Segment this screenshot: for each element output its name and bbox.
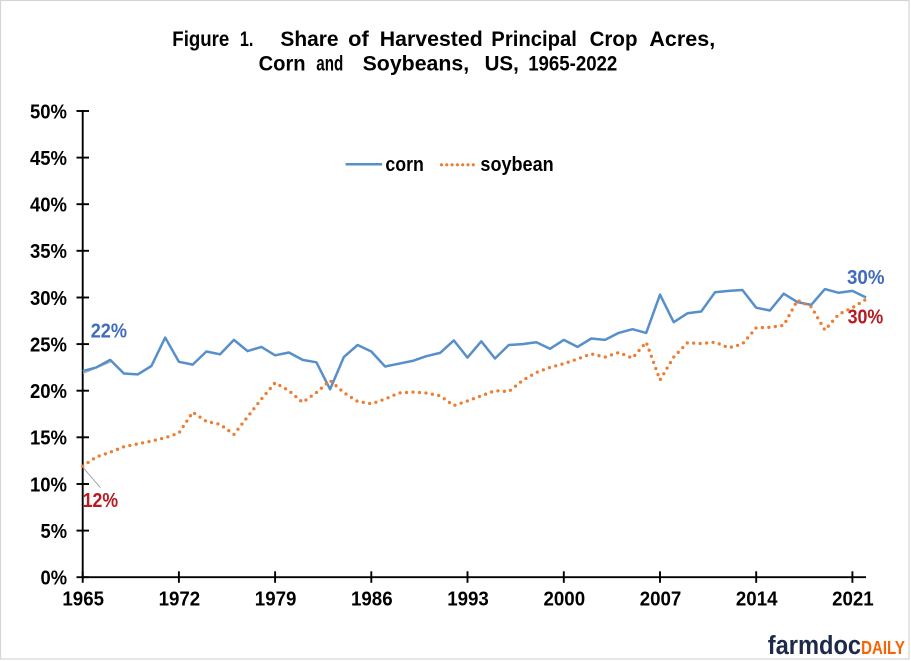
svg-text:2007: 2007 <box>640 589 682 611</box>
svg-text:Figure: Figure <box>172 27 229 51</box>
svg-text:30%: 30% <box>848 306 884 328</box>
svg-text:1986: 1986 <box>351 589 393 611</box>
svg-text:10%: 10% <box>30 474 67 496</box>
svg-text:2021: 2021 <box>832 589 874 611</box>
svg-text:Crop: Crop <box>590 27 638 51</box>
svg-text:Principal: Principal <box>491 27 577 51</box>
svg-text:30%: 30% <box>30 288 67 310</box>
svg-text:5%: 5% <box>41 521 68 543</box>
svg-text:15%: 15% <box>30 428 67 450</box>
svg-text:40%: 40% <box>30 195 67 217</box>
svg-text:Corn: Corn <box>259 52 306 76</box>
svg-text:1.: 1. <box>240 27 254 51</box>
svg-text:50%: 50% <box>30 101 67 123</box>
svg-text:Soybeans,: Soybeans, <box>363 52 470 76</box>
svg-text:1993: 1993 <box>447 589 489 611</box>
svg-text:of: of <box>348 27 369 51</box>
svg-text:Share: Share <box>280 27 338 51</box>
svg-text:farmdoc: farmdoc <box>768 632 861 660</box>
svg-text:12%: 12% <box>83 490 119 512</box>
svg-text:Acres,: Acres, <box>649 27 715 51</box>
svg-text:US,: US, <box>485 52 519 76</box>
svg-text:1972: 1972 <box>159 589 201 611</box>
svg-text:Harvested: Harvested <box>380 27 483 51</box>
svg-text:20%: 20% <box>30 381 67 403</box>
svg-text:0%: 0% <box>41 568 68 590</box>
svg-text:and: and <box>316 52 343 76</box>
svg-text:1965: 1965 <box>62 589 104 611</box>
svg-text:2000: 2000 <box>544 589 586 611</box>
svg-text:35%: 35% <box>30 241 67 263</box>
svg-text:corn: corn <box>385 154 424 176</box>
svg-text:soybean: soybean <box>480 154 553 176</box>
svg-text:30%: 30% <box>847 267 885 289</box>
svg-text:DAILY: DAILY <box>861 637 905 658</box>
svg-text:22%: 22% <box>91 321 127 343</box>
svg-text:25%: 25% <box>30 334 67 356</box>
svg-text:2014: 2014 <box>736 589 778 611</box>
svg-text:1965-2022: 1965-2022 <box>528 52 617 76</box>
svg-text:1979: 1979 <box>255 589 297 611</box>
svg-text:45%: 45% <box>30 148 67 170</box>
